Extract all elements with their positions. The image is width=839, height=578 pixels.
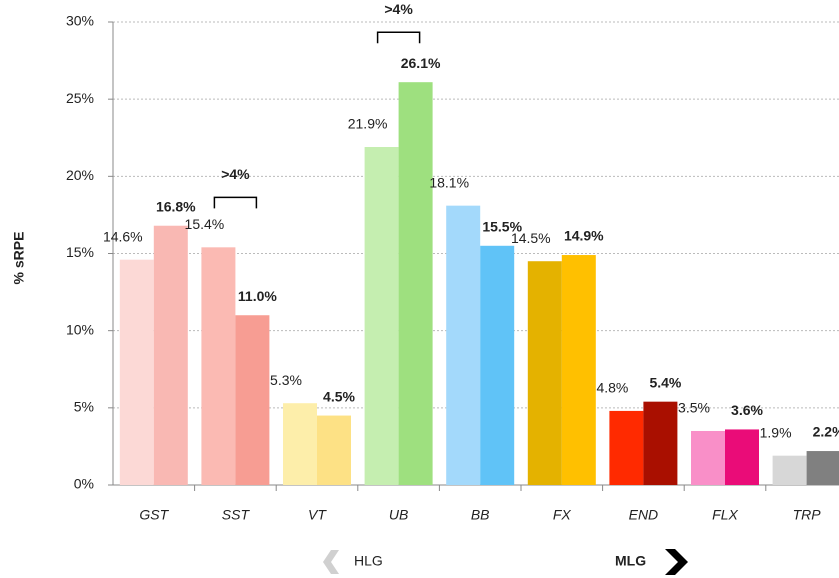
y-tick-label: 5% <box>74 399 94 415</box>
bar <box>806 451 839 485</box>
annotation: >4% <box>384 1 413 17</box>
annotation-bracket <box>376 31 421 44</box>
bar <box>201 247 236 485</box>
value-label: 1.9% <box>760 424 792 440</box>
x-tick-label: UB <box>389 507 408 523</box>
bar <box>561 255 596 485</box>
value-label: 15.4% <box>185 216 225 232</box>
value-label: 4.8% <box>596 380 628 396</box>
legend-label: MLG <box>615 553 646 569</box>
annotation-bracket <box>213 196 258 209</box>
x-tick-label: SST <box>222 507 251 523</box>
x-tick-label: FLX <box>712 507 738 523</box>
legend-label: HLG <box>354 553 383 569</box>
value-label: 5.3% <box>270 372 302 388</box>
annotation: >4% <box>221 166 250 182</box>
value-label: 2.2% <box>813 424 839 440</box>
value-label: 11.0% <box>238 288 277 304</box>
bar <box>772 455 807 485</box>
bar <box>609 410 644 485</box>
bar <box>119 259 154 485</box>
value-label: 3.6% <box>731 402 763 418</box>
y-tick-label: 20% <box>66 167 94 183</box>
y-axis-label: % sRPE <box>11 232 27 285</box>
bar <box>527 261 562 485</box>
bar <box>364 147 399 485</box>
value-label: 3.5% <box>678 400 710 416</box>
value-label: 16.8% <box>156 198 196 214</box>
x-tick-label: TRP <box>793 507 822 523</box>
y-tick-label: 10% <box>66 321 94 337</box>
x-tick-label: VT <box>308 507 327 523</box>
bar <box>153 225 188 485</box>
y-tick-label: 15% <box>66 244 94 260</box>
bar <box>317 415 351 485</box>
bar <box>283 403 317 485</box>
value-label: 21.9% <box>348 116 388 132</box>
bar <box>235 315 270 485</box>
x-tick-label: BB <box>471 507 490 523</box>
y-tick-label: 25% <box>66 90 94 106</box>
value-label: 14.6% <box>103 228 143 244</box>
bar <box>643 401 678 485</box>
bar <box>725 429 759 485</box>
legend-arrow <box>323 550 339 574</box>
bar <box>446 205 481 485</box>
x-tick-label: FX <box>553 507 572 523</box>
bar <box>691 430 725 485</box>
y-tick-label: 0% <box>74 476 94 492</box>
value-label: 4.5% <box>323 388 355 404</box>
value-label: 14.9% <box>564 228 604 244</box>
value-label: 14.5% <box>511 230 551 246</box>
x-tick-label: GST <box>139 507 169 523</box>
bar <box>480 245 515 485</box>
legend-arrow <box>665 549 688 575</box>
value-label: 26.1% <box>401 55 441 71</box>
x-tick-label: END <box>629 507 659 523</box>
value-label: 15.5% <box>482 218 522 234</box>
y-tick-label: 30% <box>66 13 94 29</box>
bar <box>398 82 433 485</box>
value-label: 18.1% <box>429 174 469 190</box>
value-label: 5.4% <box>649 374 681 390</box>
